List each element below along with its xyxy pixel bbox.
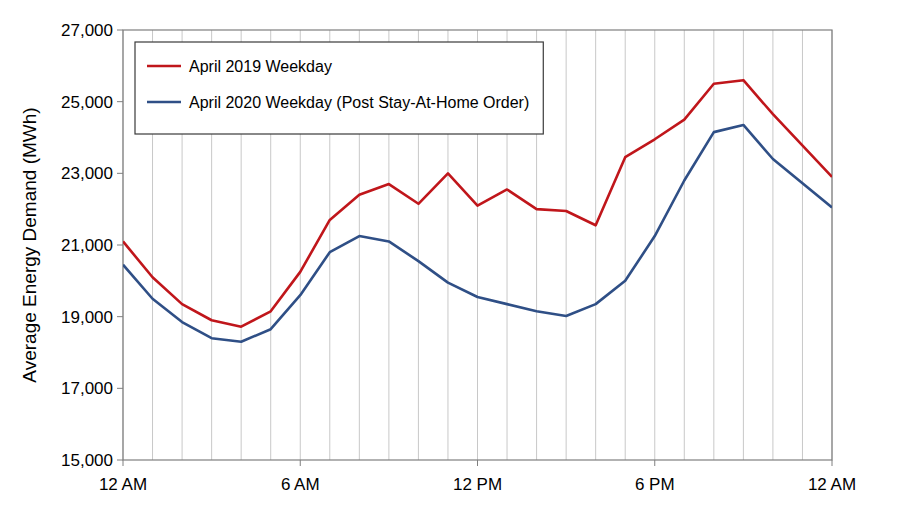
y-tick — [117, 173, 123, 174]
y-axis-label: Average Energy Demand (MWh) — [19, 107, 40, 382]
legend: April 2019 Weekday April 2020 Weekday (Po… — [135, 42, 543, 134]
y-tick-label: 19,000 — [61, 308, 113, 327]
grid-line — [802, 30, 803, 460]
grid-line — [743, 30, 744, 460]
x-tick-label: 12 AM — [808, 475, 856, 494]
chart-svg: 15,000 17,000 19,000 21,000 23,000 25,000 27,0… — [0, 0, 900, 506]
chart-container: 15,000 17,000 19,000 21,000 23,000 25,000 27,0… — [0, 0, 900, 506]
y-tick-label: 21,000 — [61, 236, 113, 255]
y-tick — [117, 245, 123, 246]
y-tick — [117, 388, 123, 389]
y-tick-label: 27,000 — [61, 21, 113, 40]
grid-line — [713, 30, 714, 460]
series-line — [123, 125, 832, 342]
x-tick-label: 6 PM — [635, 475, 675, 494]
grid-line — [625, 30, 626, 460]
x-tick — [654, 460, 655, 466]
y-tick-label: 17,000 — [61, 379, 113, 398]
x-tick-label: 12 AM — [99, 475, 147, 494]
grid-line — [684, 30, 685, 460]
x-axis: 12 AM 6 AM 12 PM 6 PM 12 AM — [99, 460, 856, 494]
y-tick-label: 25,000 — [61, 93, 113, 112]
x-tick — [300, 460, 301, 466]
grid-line — [772, 30, 773, 460]
y-axis: 15,000 17,000 19,000 21,000 23,000 25,000 27,0… — [61, 21, 123, 470]
y-tick-label: 23,000 — [61, 164, 113, 183]
plot-frame — [123, 30, 832, 460]
legend-label: April 2020 Weekday (Post Stay-At-Home Or… — [189, 94, 529, 111]
grid-line — [566, 30, 567, 460]
x-tick — [477, 460, 478, 466]
y-tick — [117, 101, 123, 102]
y-tick — [117, 316, 123, 317]
grid-line — [654, 30, 655, 460]
x-tick — [832, 460, 833, 466]
y-tick-label: 15,000 — [61, 451, 113, 470]
y-tick — [117, 460, 123, 461]
x-tick-label: 6 AM — [281, 475, 320, 494]
legend-label: April 2019 Weekday — [189, 58, 332, 75]
legend-box — [135, 42, 543, 134]
legend-swatch — [147, 101, 181, 104]
y-tick — [117, 30, 123, 31]
x-tick-label: 12 PM — [453, 475, 502, 494]
grid-line — [595, 30, 596, 460]
legend-swatch — [147, 65, 181, 68]
grid — [123, 30, 832, 460]
x-tick — [123, 460, 124, 466]
